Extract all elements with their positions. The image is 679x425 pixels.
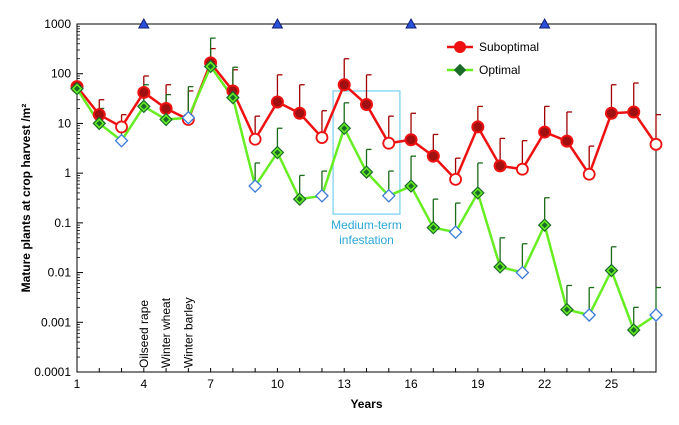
optimal-point-core [497, 263, 504, 270]
y-tick-label: 10 [58, 116, 72, 130]
optimal-point-core [341, 125, 348, 132]
suboptimal-point [538, 125, 552, 139]
optimal-point-core [74, 85, 80, 92]
optimal-point-core [207, 63, 214, 70]
x-tick-label: 22 [538, 377, 552, 391]
x-axis-title: Years [350, 397, 382, 411]
suboptimal-point [382, 136, 396, 150]
x-tick-label: 4 [140, 377, 147, 391]
crop-label: Winter wheat [159, 297, 173, 368]
optimal-point-core [296, 196, 303, 203]
suboptimal-point [426, 149, 440, 163]
suboptimal-point [137, 85, 151, 99]
suboptimal-point [582, 167, 596, 181]
suboptimal-point [293, 106, 307, 120]
optimal-point-core [274, 149, 281, 156]
y-axis-title: Mature plants at crop harvest /m² [19, 104, 33, 293]
optimal-point-core [140, 103, 147, 110]
optimal-point [582, 308, 597, 322]
x-tick-label: 16 [404, 377, 418, 391]
suboptimal-point [270, 95, 284, 109]
optimal-point [448, 225, 463, 240]
optimal-point-core [96, 120, 103, 127]
rotation-marker-icon [405, 17, 417, 29]
y-tick-label: 100 [51, 67, 71, 81]
optimal-point-core [541, 222, 548, 229]
suboptimal-point [360, 98, 373, 112]
optimal-point [315, 188, 329, 203]
y-tick-label: 1000 [44, 17, 71, 31]
x-tick-label: 7 [207, 377, 214, 391]
optimal-point-core [608, 267, 615, 274]
optimal-point [181, 110, 196, 125]
rotation-marker-icon [137, 17, 150, 29]
annotation-text: Medium-term [331, 218, 402, 232]
y-tick-label: 0.0001 [34, 365, 71, 379]
optimal-point-core [408, 183, 415, 190]
optimal-point-core [630, 326, 637, 333]
optimal-point [649, 308, 663, 322]
x-tick-label: 10 [271, 377, 285, 391]
suboptimal-point [604, 106, 618, 120]
suboptimal-point [115, 120, 128, 134]
optimal-point-core [229, 94, 236, 101]
y-tick-label: 0.01 [48, 266, 72, 280]
suboptimal-point [649, 137, 663, 151]
suboptimal-point [159, 101, 173, 115]
suboptimal-point [560, 134, 574, 148]
y-tick-label: 1 [64, 166, 71, 180]
labels: Oilseed rape Winter wheat Winter barley [137, 297, 196, 368]
x-tick-label: 13 [338, 377, 352, 391]
optimal-point-core [163, 116, 170, 123]
x-tick-label: 25 [605, 377, 619, 391]
crop-label: Winter barley [181, 297, 195, 368]
error-bars [76, 37, 661, 330]
suboptimal-point [471, 120, 485, 134]
y-tick-label: 0.1 [54, 216, 71, 230]
suboptimal-point [315, 131, 329, 144]
optimal-point [114, 133, 129, 148]
optimal-point-core [430, 224, 437, 231]
x-tick-label: 1 [74, 377, 81, 391]
suboptimal-point [493, 159, 507, 173]
optimal-point-core [563, 306, 570, 313]
legend: Suboptimal Optimal [447, 40, 539, 77]
y-tick-label: 0.001 [41, 315, 71, 329]
optimal-point [381, 188, 396, 203]
suboptimal-point [337, 78, 351, 92]
optimal-point-core [474, 189, 481, 196]
legend-label: Suboptimal [479, 40, 539, 54]
legend-label: Optimal [479, 63, 520, 77]
rotation-marker-icon [538, 17, 551, 29]
legend-marker [454, 41, 466, 53]
suboptimal-point [404, 133, 418, 147]
series-markers [70, 56, 663, 337]
rotation-marker-icon [271, 17, 284, 29]
suboptimal-point [248, 132, 262, 146]
suboptimal-point [515, 162, 529, 176]
annotation-text: infestation [339, 233, 394, 247]
suboptimal-point [627, 105, 641, 119]
crop-label: Oilseed rape [137, 300, 151, 368]
suboptimal-point [449, 172, 462, 186]
optimal-point [248, 179, 263, 193]
axes: 0.0001 0.001 0.01 0.1 1 10 100 1000 1 4 7 10 13 16 19 2… [19, 17, 657, 411]
optimal-point [515, 265, 530, 280]
x-tick-label: 19 [471, 377, 485, 391]
legend-marker [453, 63, 467, 77]
optimal-point-core [363, 169, 370, 176]
